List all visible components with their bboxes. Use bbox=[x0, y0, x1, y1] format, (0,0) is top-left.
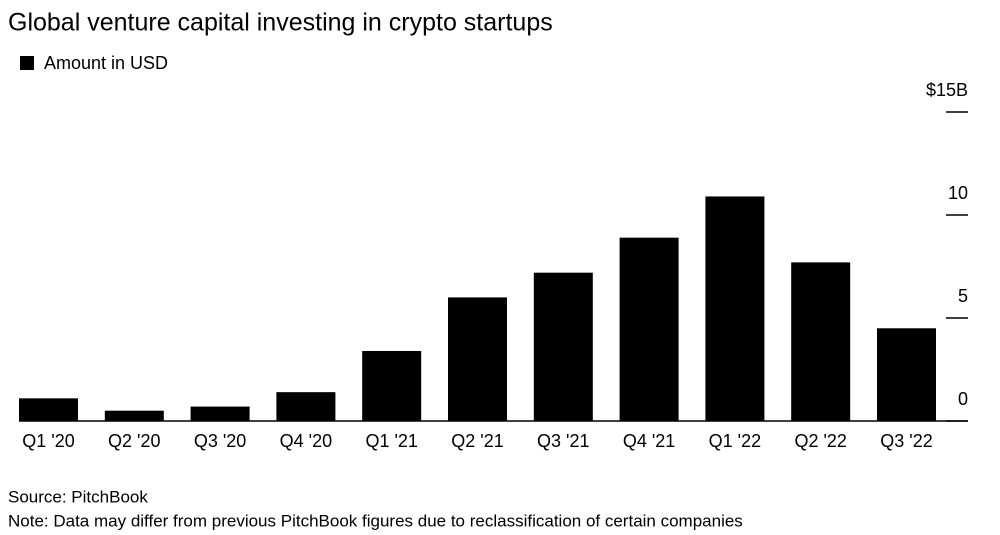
x-tick-label: Q2 '21 bbox=[451, 431, 503, 451]
x-tick-label: Q2 '22 bbox=[794, 431, 846, 451]
x-tick-label: Q1 '22 bbox=[709, 431, 761, 451]
bar bbox=[533, 272, 593, 421]
y-tick-label: $15B bbox=[926, 80, 968, 100]
bar bbox=[104, 410, 164, 421]
x-tick-label: Q1 '20 bbox=[22, 431, 74, 451]
x-tick-label: Q3 '22 bbox=[880, 431, 932, 451]
x-tick-label: Q3 '21 bbox=[537, 431, 589, 451]
bar bbox=[705, 196, 765, 421]
legend-label: Amount in USD bbox=[44, 53, 168, 73]
bar bbox=[791, 262, 851, 421]
note: Note: Data may differ from previous Pitc… bbox=[8, 511, 743, 530]
x-tick-label: Q2 '20 bbox=[108, 431, 160, 451]
x-tick-label: Q1 '21 bbox=[365, 431, 417, 451]
x-tick-label: Q4 '21 bbox=[623, 431, 675, 451]
chart-title: Global venture capital investing in cryp… bbox=[8, 9, 553, 37]
bar bbox=[19, 398, 78, 421]
y-tick-label: 5 bbox=[958, 286, 968, 306]
legend-swatch bbox=[20, 56, 34, 70]
bar bbox=[190, 406, 250, 421]
y-tick-label: 10 bbox=[948, 183, 968, 203]
source: Source: PitchBook bbox=[8, 487, 148, 506]
bar bbox=[448, 297, 507, 421]
bar bbox=[877, 328, 936, 421]
y-tick-label: 0 bbox=[958, 389, 968, 409]
bar bbox=[362, 350, 422, 421]
bar bbox=[619, 237, 679, 421]
x-tick-label: Q3 '20 bbox=[194, 431, 246, 451]
bar bbox=[276, 392, 336, 421]
x-tick-label: Q4 '20 bbox=[280, 431, 332, 451]
